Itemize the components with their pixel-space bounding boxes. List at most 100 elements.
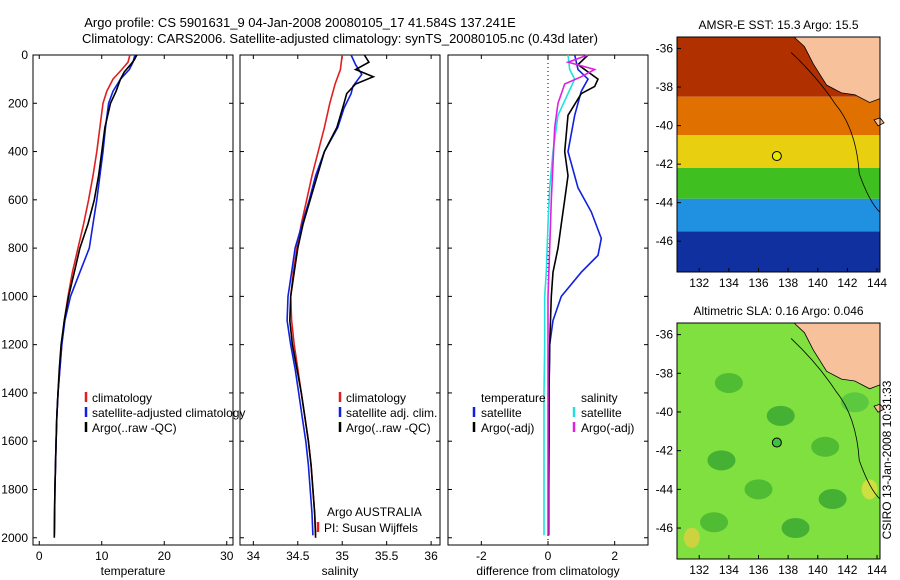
legend-label-satellite-adj: satellite adj. clim.: [346, 406, 437, 420]
x-tick-label: 35: [336, 549, 350, 563]
x-tick-label: 138: [778, 276, 798, 290]
x-tick-label: 132: [689, 563, 709, 577]
x-tick-label: 20: [158, 549, 172, 563]
map-frame: [676, 36, 881, 273]
x-axis-label: temperature: [101, 564, 166, 578]
x-tick-label: 140: [808, 276, 828, 290]
series-line-blue: [286, 54, 363, 536]
x-tick-label: 136: [748, 563, 768, 577]
series-line-magenta: [547, 54, 597, 536]
sst-map-panel: AMSR-E SST: 15.3 Argo: 15.5 132 134 136 138 1…: [656, 18, 888, 290]
legend-label-satellite-adjusted: satellite-adjusted climatology: [92, 406, 245, 420]
y-tick-label: 200: [8, 96, 28, 110]
sla-anomaly-blob: [811, 436, 840, 457]
float-position-marker: [771, 437, 782, 448]
salinity-legend: climatology satellite adj. clim. Argo(..…: [316, 391, 437, 535]
plot-frame: [32, 54, 234, 546]
sst-color-band: [677, 96, 880, 136]
map-title: Altimetric SLA: 0.16 Argo: 0.046: [693, 304, 863, 318]
legend-label-temp-argo: Argo(-adj): [481, 421, 534, 435]
temperature-profile-panel: 0 200 400 600 800 1000 1200 1400 1600 1800 2000 0 10…: [1, 48, 233, 578]
legend-label-sal-argo: Argo(-adj): [581, 421, 634, 435]
island: [873, 403, 885, 413]
series-line-black: [53, 54, 138, 538]
map-title: AMSR-E SST: 15.3 Argo: 15.5: [698, 18, 858, 32]
x-tick-label: -2: [476, 549, 487, 563]
x-tick-label: 144: [867, 276, 887, 290]
legend-label-argo: Argo(..raw -QC): [92, 421, 177, 435]
x-tick-label: 10: [95, 549, 109, 563]
y-tick-label: -42: [656, 444, 674, 458]
series-line-cyan: [543, 54, 576, 536]
x-tick-label: 36: [424, 549, 438, 563]
sla-positive-blob: [861, 479, 878, 500]
y-tick-label: 1200: [1, 338, 28, 352]
y-tick-label: 1800: [1, 482, 28, 496]
y-tick-label: 600: [8, 193, 28, 207]
map-frame: [676, 322, 881, 560]
difference-legend: temperature satellite Argo(-adj) salinit…: [472, 391, 634, 435]
plot-frame: [239, 54, 441, 546]
sla-anomaly-blob: [707, 450, 736, 471]
sla-positive-blob: [683, 527, 700, 548]
annotation-argo-australia: Argo AUSTRALIA: [327, 505, 422, 519]
sla-anomaly-blob: [714, 372, 743, 393]
sst-color-band: [677, 167, 880, 199]
temperature-legend: climatology satellite-adjusted climatolo…: [84, 391, 245, 435]
legend-label-temp-satellite: satellite: [481, 406, 522, 420]
x-tick-label: 134: [719, 563, 739, 577]
sla-anomaly-blob: [766, 405, 795, 426]
series-line-black: [288, 54, 376, 538]
y-tick-label: 400: [8, 145, 28, 159]
x-tick-label: 142: [837, 276, 857, 290]
y-tick-label: -46: [656, 234, 674, 248]
float-position-marker: [771, 151, 782, 162]
y-tick-label: 0: [21, 48, 28, 62]
title-line-1: Argo profile: CS 5901631_9 04-Jan-2008 2…: [84, 15, 516, 30]
y-tick-label: -44: [656, 482, 674, 496]
bathymetry-contour: [790, 338, 881, 500]
y-tick-label: 1000: [1, 289, 28, 303]
legend-label-argo: Argo(..raw -QC): [346, 421, 431, 435]
legend-heading-temperature: temperature: [481, 391, 546, 405]
x-tick-label: 140: [808, 563, 828, 577]
y-tick-label: -46: [656, 521, 674, 535]
y-tick-label: 1600: [1, 434, 28, 448]
island: [873, 117, 885, 127]
x-tick-label: 132: [689, 276, 709, 290]
sla-anomaly-blob: [781, 518, 810, 539]
y-tick-label: -38: [656, 366, 674, 380]
x-tick-label: 35.5: [375, 549, 399, 563]
sla-anomaly-blob: [818, 489, 847, 510]
x-tick-label: 0: [36, 549, 43, 563]
bathymetry-contour: [790, 52, 881, 213]
y-tick-label: -40: [656, 405, 674, 419]
y-tick-label: 2000: [1, 531, 28, 545]
x-tick-label: 136: [748, 276, 768, 290]
x-tick-label: 34.5: [286, 549, 310, 563]
sla-anomaly-blob: [700, 512, 729, 533]
legend-label-climatology: climatology: [92, 391, 152, 405]
sla-anomaly-blob: [840, 392, 869, 413]
series-line-black: [547, 54, 599, 536]
x-tick-label: 142: [837, 563, 857, 577]
x-axis-label: difference from climatology: [476, 564, 619, 578]
y-tick-label: -36: [656, 42, 674, 56]
y-tick-label: -38: [656, 80, 674, 94]
y-tick-label: -40: [656, 119, 674, 133]
legend-label-climatology: climatology: [346, 391, 406, 405]
legend-label-sal-satellite: satellite: [581, 406, 622, 420]
x-tick-label: 34: [247, 549, 261, 563]
y-tick-label: -36: [656, 328, 674, 342]
x-tick-label: 0: [545, 549, 552, 563]
x-tick-label: 138: [778, 563, 798, 577]
x-tick-label: 144: [867, 563, 887, 577]
y-tick-label: -44: [656, 196, 674, 210]
legend-heading-salinity: salinity: [581, 391, 618, 405]
x-tick-label: 134: [719, 276, 739, 290]
x-tick-label: 2: [611, 549, 618, 563]
y-tick-label: -42: [656, 157, 674, 171]
salinity-profile-panel: 34 34.5 35 35.5 36 salinity: [239, 54, 441, 578]
